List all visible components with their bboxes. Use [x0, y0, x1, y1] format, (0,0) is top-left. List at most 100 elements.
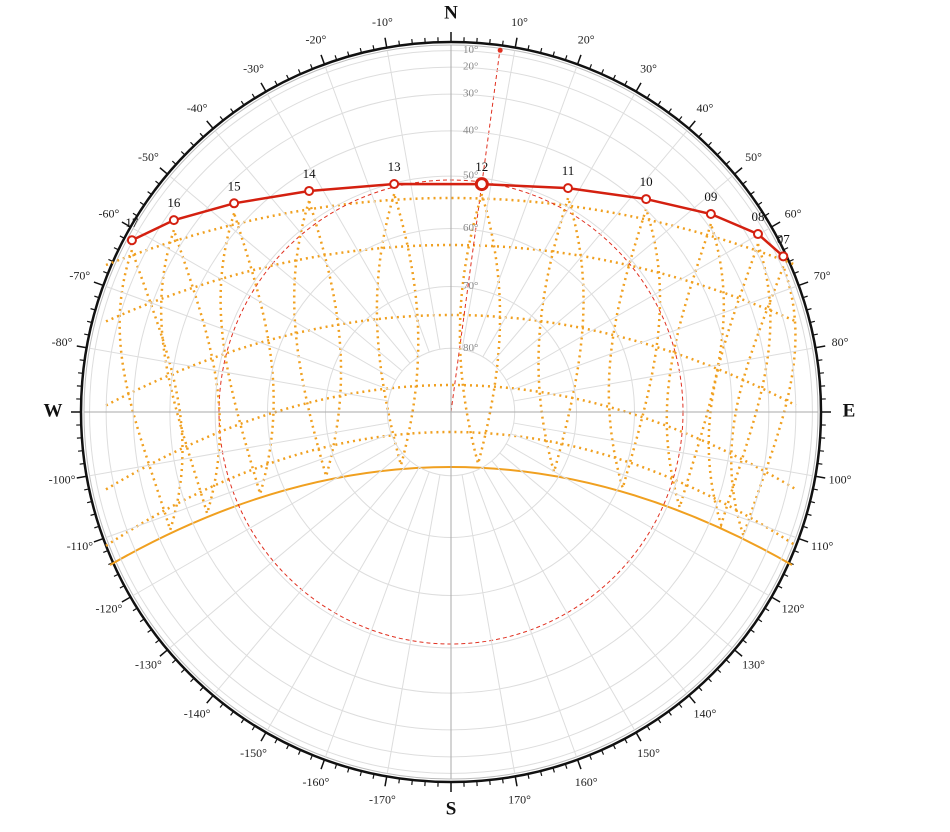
azimuth-tick [771, 596, 781, 603]
azimuth-grid-line [214, 460, 411, 694]
azimuth-grid-line [267, 466, 420, 731]
minor-tick [527, 45, 530, 51]
azimuth-tick [733, 167, 743, 175]
dotted-hour-line [707, 243, 772, 530]
minor-tick [77, 372, 84, 374]
minor-tick [411, 38, 413, 45]
altitude-tick-label: 80° [463, 342, 478, 354]
hour-label: 10 [640, 174, 653, 189]
azimuth-tick [320, 54, 326, 65]
minor-tick [802, 525, 808, 529]
azimuth-grid-line [472, 66, 577, 353]
minor-tick [190, 141, 195, 147]
minor-tick [251, 725, 256, 731]
azimuth-tick-label: 120° [782, 601, 805, 615]
minor-tick [119, 585, 125, 589]
minor-tick [171, 659, 177, 664]
minor-tick [817, 462, 823, 465]
bearing-marker [497, 47, 503, 53]
azimuth-grid-line [169, 452, 403, 649]
minor-tick [286, 74, 290, 80]
azimuth-grid-line [461, 50, 516, 350]
azimuth-grid-line [461, 474, 516, 774]
azimuth-tick [121, 221, 131, 228]
azimuth-grid-line [482, 93, 635, 358]
azimuth-grid-line [505, 443, 770, 596]
minor-tick [84, 488, 90, 491]
azimuth-tick [733, 649, 743, 657]
minor-tick [539, 47, 543, 54]
azimuth-tick-label: 70° [814, 269, 831, 283]
minor-tick [240, 718, 245, 724]
azimuth-grid-line [89, 422, 389, 477]
minor-tick [764, 607, 770, 612]
azimuth-grid-line [472, 471, 577, 758]
minor-tick [812, 488, 818, 491]
azimuth-tick-label: -120° [96, 601, 123, 615]
minor-tick [230, 108, 235, 114]
sun-position [168, 215, 179, 226]
azimuth-tick-label: -130° [135, 658, 162, 672]
minor-tick [667, 108, 672, 114]
azimuth-tick [514, 776, 518, 787]
minor-tick [297, 749, 302, 755]
minor-tick [624, 80, 628, 86]
azimuth-tick-label: 80° [832, 335, 849, 349]
direction-label: E [843, 400, 856, 421]
azimuth-tick [121, 596, 131, 603]
minor-tick [539, 770, 543, 777]
azimuth-tick [159, 649, 169, 657]
azimuth-tick-label: -110° [67, 539, 94, 553]
azimuth-grid-line [325, 471, 430, 758]
azimuth-tick [260, 732, 267, 742]
minor-tick [274, 738, 278, 744]
azimuth-tick-label: -70° [69, 269, 90, 283]
sun-position [304, 185, 315, 196]
dotted-hour-line [292, 200, 343, 481]
minor-tick [527, 773, 530, 779]
azimuth-tick-label: -80° [52, 335, 73, 349]
azimuth-tick [798, 281, 809, 287]
azimuth-grid-line [89, 347, 389, 402]
minor-tick [359, 47, 363, 54]
minor-tick [716, 668, 722, 673]
hour-label: 15 [228, 178, 241, 193]
azimuth-tick [76, 475, 87, 479]
azimuth-tick [576, 54, 582, 65]
minor-tick [372, 45, 375, 51]
azimuth-tick-label: 60° [785, 206, 802, 220]
azimuth-tick-label: 160° [575, 775, 598, 789]
minor-tick [155, 639, 160, 644]
azimuth-tick [93, 537, 104, 543]
azimuth-tick-label: 130° [742, 658, 765, 672]
minor-tick [802, 295, 808, 299]
azimuth-grid-line [386, 474, 441, 774]
minor-tick [347, 51, 350, 57]
minor-tick [180, 151, 186, 156]
azimuth-grid-line [491, 460, 688, 694]
azimuth-tick-label: 170° [508, 793, 531, 807]
sun-position [778, 251, 789, 262]
azimuth-tick [320, 759, 326, 770]
minor-tick [624, 738, 628, 744]
minor-tick [742, 639, 747, 644]
minor-tick [77, 450, 84, 452]
minor-tick [113, 573, 119, 577]
minor-tick [372, 773, 375, 779]
minor-tick [725, 659, 731, 664]
minor-tick [103, 270, 109, 274]
azimuth-grid-line [105, 286, 392, 391]
azimuth-tick [815, 345, 826, 349]
minor-tick [552, 51, 555, 57]
minor-tick [84, 333, 90, 336]
minor-tick [199, 686, 204, 692]
dotted-hour-line [159, 229, 222, 518]
minor-tick [809, 500, 816, 504]
hour-label: 13 [388, 159, 401, 174]
azimuth-tick [384, 37, 388, 48]
sun-position [641, 194, 652, 205]
azimuth-tick-label: 110° [811, 539, 834, 553]
minor-tick [219, 703, 224, 708]
azimuth-tick [76, 345, 87, 349]
minor-tick [646, 725, 651, 731]
